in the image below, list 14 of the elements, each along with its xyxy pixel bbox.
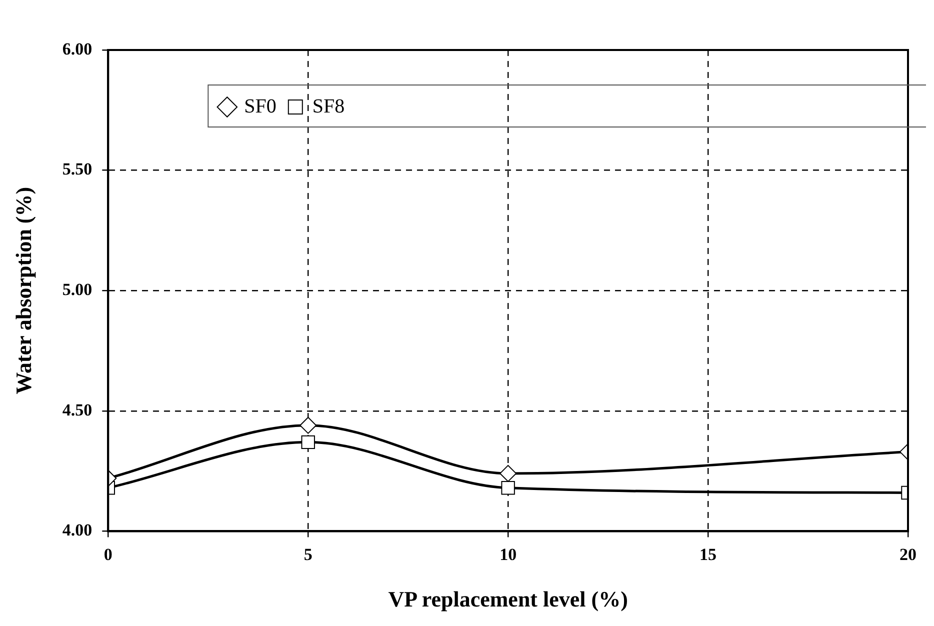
y-axis-title: Water absorption (%) <box>10 186 36 394</box>
y-tick-label: 4.00 <box>62 520 92 540</box>
x-tick-label: 20 <box>900 544 916 564</box>
y-tick-label: 5.50 <box>62 160 92 179</box>
y-tick-label: 6.00 <box>62 39 92 58</box>
x-axis-title: VP replacement level (%) <box>388 586 628 612</box>
x-tick-label: 0 <box>104 544 112 564</box>
y-tick-label: 5.00 <box>62 280 92 299</box>
y-tick-label: 4.50 <box>62 400 92 420</box>
x-tick-label: 15 <box>700 544 717 564</box>
x-tick-label: 10 <box>500 544 517 564</box>
legend-label: SF0 <box>244 95 276 118</box>
x-tick-label: 5 <box>304 544 312 564</box>
legend-label: SF8 <box>312 95 345 118</box>
